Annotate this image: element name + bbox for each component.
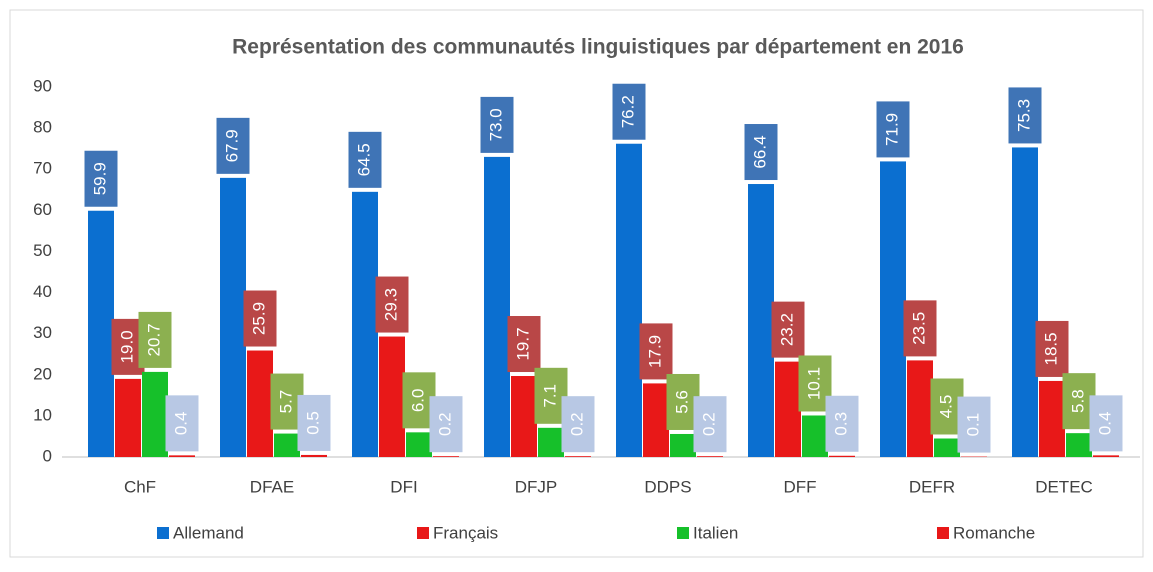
bar — [247, 351, 273, 457]
legend-label: Allemand — [173, 523, 244, 542]
data-label: 64.5 — [354, 143, 373, 176]
bar — [88, 211, 114, 457]
data-label: 75.3 — [1014, 99, 1033, 132]
bar — [274, 434, 300, 457]
data-label: 5.8 — [1068, 389, 1087, 413]
bar — [748, 184, 774, 457]
y-tick-label: 70 — [33, 159, 52, 178]
data-label: 71.9 — [882, 113, 901, 146]
bar — [565, 456, 591, 457]
y-tick-label: 30 — [33, 323, 52, 342]
data-label: 59.9 — [90, 162, 109, 195]
bar — [379, 337, 405, 457]
bar — [907, 360, 933, 457]
bar — [301, 455, 327, 457]
data-label: 67.9 — [222, 129, 241, 162]
bar — [1066, 433, 1092, 457]
data-label: 0.2 — [435, 412, 454, 436]
bar — [880, 161, 906, 457]
y-tick-label: 60 — [33, 200, 52, 219]
bar — [670, 434, 696, 457]
data-label: 0.2 — [699, 412, 718, 436]
bar — [538, 428, 564, 457]
data-label: 5.6 — [672, 390, 691, 414]
data-label: 29.3 — [381, 288, 400, 321]
data-label: 0.2 — [567, 412, 586, 436]
data-label: 7.1 — [540, 384, 559, 408]
bar — [1012, 147, 1038, 457]
legend-label: Français — [433, 523, 498, 542]
bar — [406, 432, 432, 457]
data-label: 10.1 — [804, 367, 823, 400]
y-tick-label: 50 — [33, 241, 52, 260]
legend-swatch — [417, 527, 429, 539]
data-label: 19.0 — [117, 330, 136, 363]
data-label: 0.5 — [303, 411, 322, 435]
data-label: 19.7 — [513, 327, 532, 360]
bar — [775, 362, 801, 457]
bar — [1093, 455, 1119, 457]
chart-title: Représentation des communautés linguisti… — [232, 36, 964, 59]
bar — [484, 157, 510, 457]
data-label: 76.2 — [618, 95, 637, 128]
y-tick-label: 10 — [33, 405, 52, 424]
data-label: 25.9 — [249, 302, 268, 335]
bar — [1039, 381, 1065, 457]
legend-label: Romanche — [953, 523, 1035, 542]
bar — [802, 415, 828, 457]
x-tick-label: DFAE — [250, 477, 294, 496]
x-tick-label: DFJP — [515, 477, 558, 496]
bar — [352, 192, 378, 457]
y-tick-label: 90 — [33, 76, 52, 95]
bar — [934, 439, 960, 458]
bar — [433, 456, 459, 457]
y-tick-label: 40 — [33, 282, 52, 301]
legend-swatch — [157, 527, 169, 539]
data-label: 6.0 — [408, 389, 427, 413]
bar — [511, 376, 537, 457]
bar — [829, 456, 855, 457]
y-tick-label: 80 — [33, 118, 52, 137]
bar — [697, 456, 723, 457]
bar — [169, 455, 195, 457]
x-tick-label: DDPS — [644, 477, 691, 496]
bar — [220, 178, 246, 457]
chart-frame — [10, 10, 1143, 557]
data-label: 23.5 — [909, 312, 928, 345]
data-label: 0.4 — [1095, 412, 1114, 436]
data-label: 73.0 — [486, 108, 505, 141]
data-label: 18.5 — [1041, 332, 1060, 365]
legend-swatch — [677, 527, 689, 539]
bar — [142, 372, 168, 457]
bar — [616, 144, 642, 457]
y-tick-label: 0 — [43, 446, 52, 465]
data-label: 66.4 — [750, 135, 769, 168]
bar — [643, 383, 669, 457]
y-tick-label: 20 — [33, 364, 52, 383]
data-label: 0.3 — [831, 412, 850, 436]
data-label: 0.4 — [171, 412, 190, 436]
data-label: 5.7 — [276, 390, 295, 414]
legend-label: Italien — [693, 523, 738, 542]
bar — [115, 379, 141, 457]
x-tick-label: ChF — [124, 477, 156, 496]
data-label: 23.2 — [777, 313, 796, 346]
data-label: 0.1 — [963, 413, 982, 437]
data-label: 4.5 — [936, 395, 955, 419]
x-tick-label: DFI — [390, 477, 417, 496]
data-label: 17.9 — [645, 335, 664, 368]
x-tick-label: DETEC — [1035, 477, 1093, 496]
legend-swatch — [937, 527, 949, 539]
data-label: 20.7 — [144, 323, 163, 356]
x-tick-label: DFF — [783, 477, 816, 496]
x-tick-label: DEFR — [909, 477, 955, 496]
